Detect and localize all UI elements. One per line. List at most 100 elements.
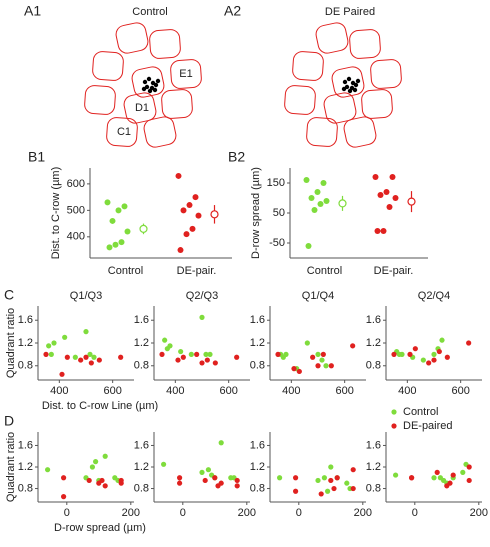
data-point bbox=[277, 475, 283, 481]
y-axis-label: Quadrant ratio bbox=[5, 308, 17, 378]
data-point bbox=[175, 172, 182, 179]
barrel-label: D1 bbox=[135, 102, 149, 114]
y-tick-label: 0.8 bbox=[250, 482, 265, 494]
data-point bbox=[51, 340, 57, 346]
data-point bbox=[315, 477, 321, 484]
y-tick-label: 150 bbox=[267, 177, 285, 189]
x-tick-label: 400 bbox=[398, 385, 416, 397]
panel-label: C bbox=[4, 287, 14, 303]
data-point bbox=[199, 469, 205, 475]
data-point bbox=[212, 360, 218, 366]
neuron-dot bbox=[355, 78, 361, 84]
y-tick-label: 1.6 bbox=[366, 314, 381, 326]
y-axis-label: Dist. to C-row (µm) bbox=[50, 167, 62, 260]
data-point bbox=[315, 351, 321, 357]
data-point bbox=[308, 195, 315, 201]
barrel-outline bbox=[315, 22, 349, 54]
data-point bbox=[436, 348, 442, 355]
data-point bbox=[314, 189, 321, 195]
data-point bbox=[161, 461, 167, 467]
x-tick-label: 200 bbox=[238, 507, 256, 519]
data-point bbox=[102, 453, 108, 459]
data-point bbox=[88, 360, 94, 366]
data-point bbox=[377, 192, 384, 198]
x-axis-label: Dist. to C-row Line (µm) bbox=[42, 400, 158, 412]
y-tick-label: 1.6 bbox=[250, 314, 265, 326]
data-point bbox=[96, 357, 102, 363]
y-tick-label: 50 bbox=[273, 207, 285, 219]
data-point bbox=[180, 354, 186, 360]
data-point bbox=[86, 477, 92, 484]
data-point bbox=[175, 357, 181, 363]
data-point bbox=[91, 354, 97, 360]
data-point bbox=[46, 343, 52, 349]
neuron-dot bbox=[146, 76, 152, 82]
data-point bbox=[99, 477, 105, 484]
neuron-dot bbox=[147, 88, 153, 94]
data-point bbox=[64, 354, 70, 360]
legend-swatch bbox=[391, 423, 397, 429]
barrel-outline bbox=[292, 51, 324, 81]
neuron-dot bbox=[346, 76, 352, 82]
data-point bbox=[291, 366, 297, 372]
x-tick-label: 600 bbox=[335, 385, 353, 397]
data-point bbox=[189, 225, 196, 232]
data-point bbox=[89, 464, 95, 470]
y-tick-label: 1.6 bbox=[366, 439, 381, 451]
panel-label: D bbox=[4, 413, 14, 429]
data-point bbox=[304, 340, 310, 346]
data-point bbox=[204, 357, 210, 363]
data-point bbox=[296, 368, 302, 375]
barrel-outline bbox=[349, 29, 381, 59]
x-tick-label: 0 bbox=[412, 507, 418, 519]
data-point bbox=[124, 228, 131, 235]
data-point bbox=[199, 314, 205, 320]
data-point bbox=[78, 357, 84, 363]
data-point bbox=[203, 351, 209, 357]
data-point bbox=[72, 354, 78, 360]
x-tick-label: 0 bbox=[64, 507, 70, 519]
barrel-outline bbox=[161, 89, 193, 119]
data-point bbox=[106, 244, 113, 251]
y-tick-label: 0.8 bbox=[366, 360, 381, 372]
data-point bbox=[195, 212, 202, 219]
data-point bbox=[212, 475, 218, 481]
data-point bbox=[218, 440, 224, 446]
x-tick-label: 600 bbox=[451, 385, 469, 397]
data-point bbox=[317, 201, 324, 207]
y-tick-label: 1.6 bbox=[134, 314, 149, 326]
y-tick-label: 1.2 bbox=[134, 337, 149, 349]
data-point bbox=[115, 207, 122, 214]
panel-title: Q2/Q3 bbox=[186, 290, 218, 302]
panel-label: B1 bbox=[28, 149, 45, 165]
data-point bbox=[380, 228, 387, 234]
data-point bbox=[407, 351, 413, 357]
data-point bbox=[293, 475, 299, 481]
data-point bbox=[59, 371, 65, 377]
data-point bbox=[178, 348, 184, 355]
panel-title: Q1/Q3 bbox=[70, 290, 102, 302]
neuron-dot bbox=[152, 87, 158, 93]
data-point bbox=[386, 204, 393, 210]
x-tick-label: Control bbox=[307, 265, 342, 277]
mean-marker bbox=[210, 210, 219, 219]
data-point bbox=[350, 467, 356, 473]
barrel-outline bbox=[306, 117, 338, 147]
data-point bbox=[102, 483, 108, 489]
y-tick-label: 1.6 bbox=[18, 314, 33, 326]
data-point bbox=[192, 194, 199, 201]
y-tick-label: 1.2 bbox=[250, 461, 265, 473]
data-point bbox=[303, 177, 310, 183]
data-point bbox=[61, 475, 67, 481]
x-axis-label: D-row spread (µm) bbox=[54, 522, 146, 534]
x-tick-label: 400 bbox=[166, 385, 184, 397]
panel-label: B2 bbox=[228, 149, 245, 165]
data-point bbox=[83, 354, 89, 360]
neuron-dot bbox=[342, 79, 348, 85]
barrel-outline bbox=[343, 116, 377, 148]
data-point bbox=[328, 477, 334, 484]
data-point bbox=[393, 472, 399, 478]
data-point bbox=[183, 231, 190, 238]
data-point bbox=[83, 329, 89, 335]
x-tick-label: 200 bbox=[354, 507, 372, 519]
